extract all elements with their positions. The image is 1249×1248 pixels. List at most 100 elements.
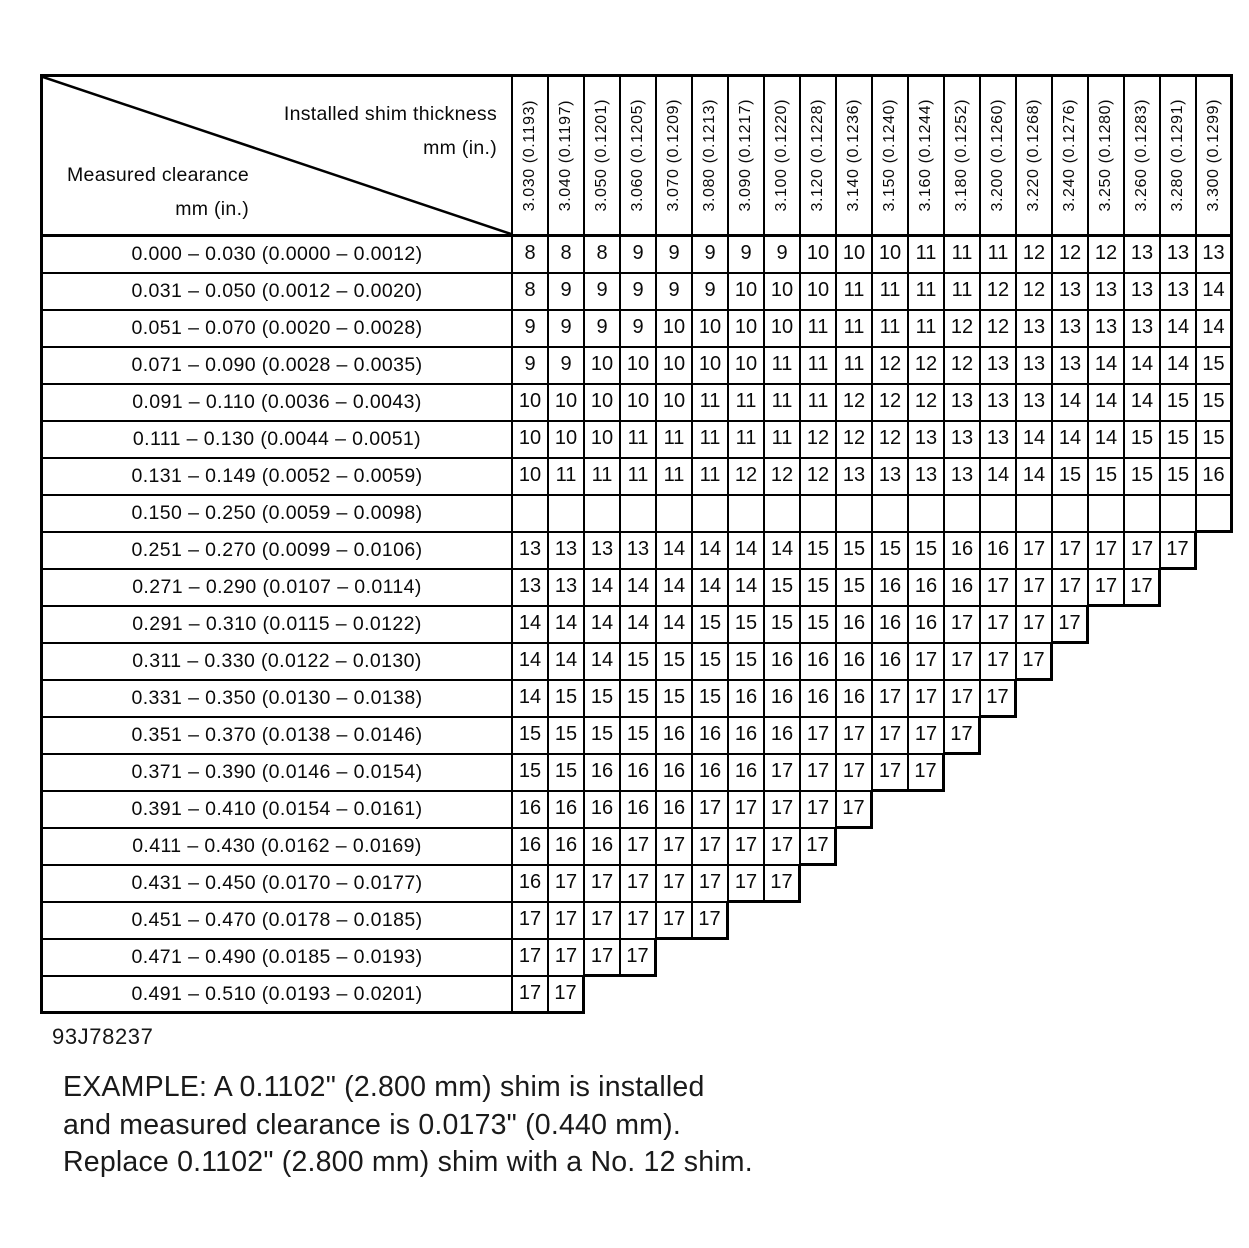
shim-number-cell (801, 496, 837, 533)
installed-shim-thickness-line2: mm (in.) (423, 137, 497, 159)
column-header-label: 3.240 (0.1276) (1061, 99, 1078, 212)
shim-number-cell: 10 (729, 311, 765, 348)
shim-number-cell: 17 (585, 940, 621, 977)
shim-number-cell: 15 (801, 607, 837, 644)
table-row: 0.131 – 0.149 (0.0052 – 0.0059) 10 11 11 11 1… (43, 459, 1233, 496)
shim-number-cell: 14 (981, 459, 1017, 496)
shim-number-cell: 16 (909, 570, 945, 607)
corner-header-cell: Installed shim thickness mm (in.) Measur… (43, 77, 513, 237)
shim-number-cell: 15 (1161, 385, 1197, 422)
shim-number-cell: 17 (621, 866, 657, 903)
column-header-label: 3.220 (0.1268) (1025, 99, 1042, 212)
shim-number-cell: 17 (909, 644, 945, 681)
measured-clearance-line1: Measured clearance (67, 164, 250, 186)
shim-number-cell (693, 496, 729, 533)
shim-number-cell: 11 (801, 311, 837, 348)
table-row: 0.091 – 0.110 (0.0036 – 0.0043) 10 10 10 10 1… (43, 385, 1233, 422)
shim-number-cell: 11 (549, 459, 585, 496)
shim-number-cell: 9 (513, 311, 549, 348)
column-header-label: 3.150 (0.1240) (881, 99, 898, 212)
shim-number-cell: 11 (693, 459, 729, 496)
shim-number-cell: 16 (765, 718, 801, 755)
table-row: 0.071 – 0.090 (0.0028 – 0.0035) 9 9 10 10 10 1… (43, 348, 1233, 385)
shim-number-cell: 17 (765, 792, 801, 829)
shim-number-cell: 9 (693, 237, 729, 274)
example-note: EXAMPLE: A 0.1102" (2.800 mm) shim is in… (63, 1069, 753, 1182)
shim-number-cell: 17 (1089, 570, 1125, 607)
column-header: 3.180 (0.1252) (945, 77, 981, 237)
shim-number-cell: 9 (585, 311, 621, 348)
shim-number-cell: 12 (981, 311, 1017, 348)
column-header: 3.260 (0.1283) (1125, 77, 1161, 237)
shim-number-cell: 12 (729, 459, 765, 496)
shim-number-cell: 11 (621, 459, 657, 496)
shim-number-cell: 15 (909, 533, 945, 570)
shim-number-cell: 17 (801, 718, 837, 755)
shim-number-cell: 15 (621, 718, 657, 755)
column-header-label: 3.260 (0.1283) (1133, 99, 1150, 212)
table-row: 0.411 – 0.430 (0.0162 – 0.0169) 16 16 16 17 1… (43, 829, 1233, 866)
shim-number-cell (621, 496, 657, 533)
shim-number-cell: 17 (729, 866, 765, 903)
shim-number-cell: 13 (837, 459, 873, 496)
shim-number-cell: 13 (585, 533, 621, 570)
table-row: 0.150 – 0.250 (0.0059 – 0.0098) (43, 496, 1233, 533)
table-row: 0.331 – 0.350 (0.0130 – 0.0138) 14 15 15 15 1… (43, 681, 1233, 718)
shim-number-cell (657, 496, 693, 533)
column-header-label: 3.080 (0.1213) (701, 99, 718, 212)
shim-number-cell: 17 (1053, 570, 1089, 607)
shim-number-cell: 17 (621, 903, 657, 940)
shim-number-cell: 15 (1125, 422, 1161, 459)
column-header: 3.100 (0.1220) (765, 77, 801, 237)
shim-number-cell (513, 496, 549, 533)
shim-number-cell: 10 (549, 422, 585, 459)
shim-number-cell: 13 (1053, 348, 1089, 385)
shim-number-cell (1161, 496, 1197, 533)
row-label: 0.150 – 0.250 (0.0059 – 0.0098) (43, 496, 513, 533)
table-row: 0.251 – 0.270 (0.0099 – 0.0106) 13 13 13 13 1… (43, 533, 1233, 570)
shim-number-cell: 11 (945, 274, 981, 311)
shim-number-cell: 12 (981, 274, 1017, 311)
shim-number-cell: 10 (513, 422, 549, 459)
shim-number-cell: 17 (945, 681, 981, 718)
shim-number-cell: 15 (513, 718, 549, 755)
shim-number-cell: 14 (1197, 274, 1233, 311)
shim-number-cell: 17 (549, 940, 585, 977)
shim-number-cell: 13 (909, 422, 945, 459)
column-header: 3.280 (0.1291) (1161, 77, 1197, 237)
shim-number-cell: 15 (549, 755, 585, 792)
row-label: 0.251 – 0.270 (0.0099 – 0.0106) (43, 533, 513, 570)
measured-clearance-label: Measured clearance mm (in.) (67, 158, 249, 226)
shim-number-cell: 13 (945, 385, 981, 422)
shim-number-cell: 10 (765, 311, 801, 348)
column-header-label: 3.160 (0.1244) (917, 99, 934, 212)
shim-number-cell: 11 (657, 459, 693, 496)
shim-number-cell (837, 496, 873, 533)
shim-number-cell: 16 (837, 681, 873, 718)
shim-number-cell (549, 496, 585, 533)
shim-number-cell (1197, 496, 1233, 533)
shim-number-cell (1089, 496, 1125, 533)
shim-number-cell: 15 (1089, 459, 1125, 496)
shim-number-cell: 13 (1089, 274, 1125, 311)
shim-number-cell: 11 (909, 274, 945, 311)
shim-number-cell: 10 (801, 274, 837, 311)
table-row: 0.471 – 0.490 (0.0185 – 0.0193) 17 17 17 17 (43, 940, 1233, 977)
shim-number-cell: 16 (873, 607, 909, 644)
shim-number-cell: 16 (657, 755, 693, 792)
shim-number-cell: 15 (693, 607, 729, 644)
shim-number-cell: 17 (873, 718, 909, 755)
measured-clearance-line2: mm (in.) (175, 198, 250, 220)
shim-number-cell: 9 (657, 274, 693, 311)
shim-selection-chart: Installed shim thickness mm (in.) Measur… (40, 74, 1233, 1014)
shim-number-cell (945, 496, 981, 533)
shim-number-cell (765, 496, 801, 533)
shim-number-cell: 16 (801, 644, 837, 681)
shim-number-cell: 16 (729, 755, 765, 792)
shim-number-cell: 10 (657, 385, 693, 422)
shim-number-cell: 11 (621, 422, 657, 459)
shim-number-cell (1017, 496, 1053, 533)
shim-number-cell: 17 (657, 903, 693, 940)
shim-number-cell: 11 (801, 385, 837, 422)
shim-number-cell: 16 (729, 681, 765, 718)
